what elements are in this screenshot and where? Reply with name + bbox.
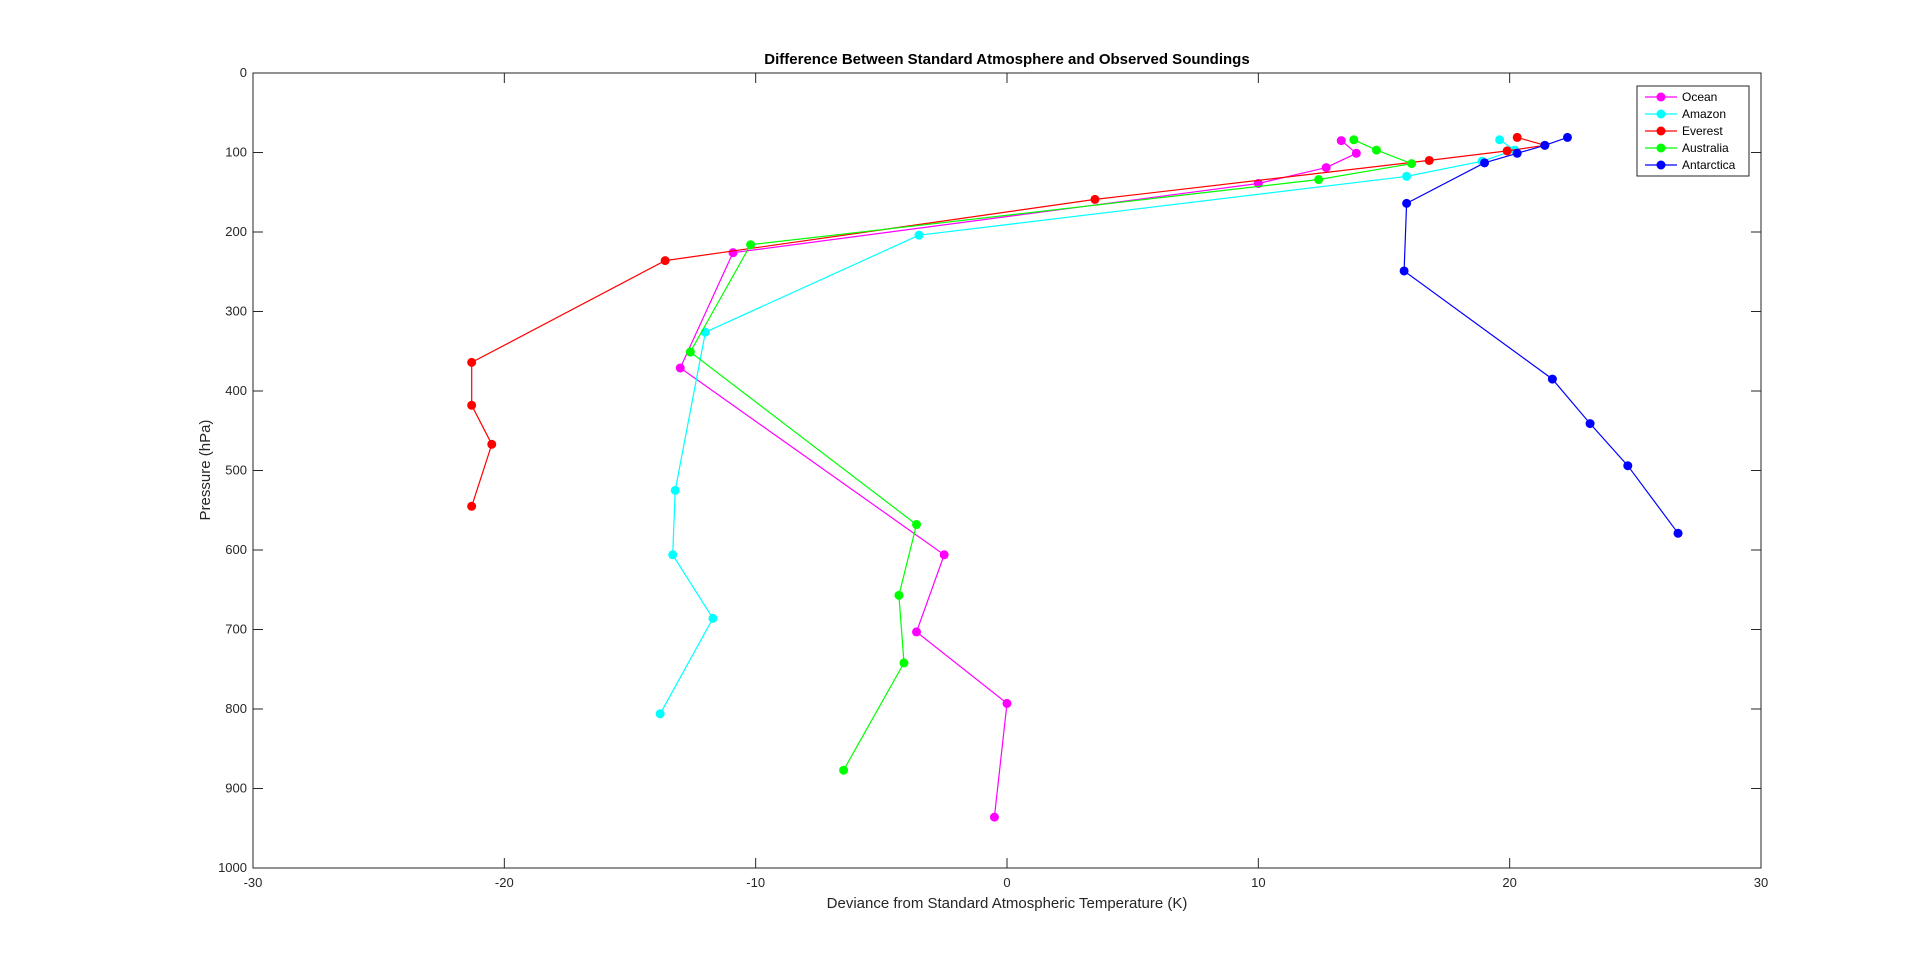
plot-area [252,72,1762,869]
data-point [1336,136,1346,146]
data-point [1540,140,1550,150]
legend-marker [1656,109,1666,119]
data-point [1321,163,1331,173]
legend: Ocean Amazon Everest Australia Antarctica [1636,85,1750,177]
legend-item-antarctica: Antarctica [1645,158,1736,172]
data-point [1090,194,1100,204]
data-point [728,248,738,258]
data-point [1371,145,1381,155]
data-point [746,240,756,250]
legend-marker [1656,143,1666,153]
data-point [655,709,665,719]
y-tick-label: 400 [225,383,247,398]
data-point [1399,266,1409,276]
legend-marker [1656,92,1666,102]
axis-ticks: -30 -20 -10 0 10 20 30010020030040050060070080… [218,65,1768,890]
legend-label: Ocean [1682,90,1717,104]
legend-item-everest: Everest [1645,124,1723,138]
data-point [1402,171,1412,181]
data-point [467,400,477,410]
data-point [894,590,904,600]
data-point [467,357,477,367]
data-point [1424,155,1434,165]
y-tick-label: 900 [225,781,247,796]
y-tick-label: 100 [225,145,247,160]
series-amazon [655,135,1520,719]
legend-label: Antarctica [1682,158,1736,172]
data-point [912,627,922,637]
data-point [1562,132,1572,142]
y-tick-label: 0 [240,65,247,80]
x-tick-label: 30 [1754,875,1768,890]
data-point [685,347,695,357]
chart-title: Difference Between Standard Atmosphere a… [764,51,1249,68]
legend-marker [1656,160,1666,170]
y-tick-label: 300 [225,304,247,319]
data-point [1512,148,1522,158]
data-point [487,439,497,449]
series-line [679,140,1358,818]
data-point [670,485,680,495]
data-point [668,550,678,560]
data-point [700,327,710,337]
x-tick-label: -10 [746,875,765,890]
data-point [1502,146,1512,156]
data-point [467,501,477,511]
series-line [1403,136,1679,534]
data-point [675,363,685,373]
y-axis-label: Pressure (hPa) [197,420,214,521]
legend-label: Amazon [1682,107,1726,121]
data-point [1402,198,1412,208]
y-tick-label: 500 [225,463,247,478]
x-tick-label: 20 [1502,875,1516,890]
data-point [1547,374,1557,384]
x-axis-label: Deviance from Standard Atmospheric Tempe… [827,895,1188,912]
data-point [1480,158,1490,168]
series-line [659,139,1517,715]
series-layer [467,132,1683,822]
data-point [708,613,718,623]
data-point [660,256,670,266]
y-tick-label: 1000 [218,860,247,875]
data-point [914,230,924,240]
data-point [912,520,922,530]
y-tick-label: 800 [225,701,247,716]
data-point [1314,175,1324,185]
series-antarctica [1399,132,1683,538]
x-tick-label: 10 [1251,875,1265,890]
legend-label: Australia [1682,141,1729,155]
series-line [689,139,1414,771]
legend-item-australia: Australia [1645,141,1729,155]
data-point [1512,132,1522,142]
data-point [1351,148,1361,158]
data-point [1585,419,1595,429]
legend-item-amazon: Amazon [1645,107,1726,121]
series-ocean [675,136,1361,822]
x-tick-label: -20 [495,875,514,890]
x-tick-label: 0 [1003,875,1010,890]
data-point [1349,135,1359,145]
data-point [989,812,999,822]
series-australia [685,135,1417,775]
data-point [939,550,949,560]
legend-label: Everest [1682,124,1723,138]
x-tick-label: -30 [244,875,263,890]
legend-item-ocean: Ocean [1645,90,1717,104]
y-tick-label: 700 [225,622,247,637]
data-point [899,658,909,668]
legend-marker [1656,126,1666,136]
data-point [1407,159,1417,169]
y-tick-label: 200 [225,224,247,239]
data-point [1623,461,1633,471]
data-point [1673,528,1683,538]
data-point [1495,135,1505,145]
y-tick-label: 600 [225,542,247,557]
data-point [839,765,849,775]
data-point [1002,698,1012,708]
